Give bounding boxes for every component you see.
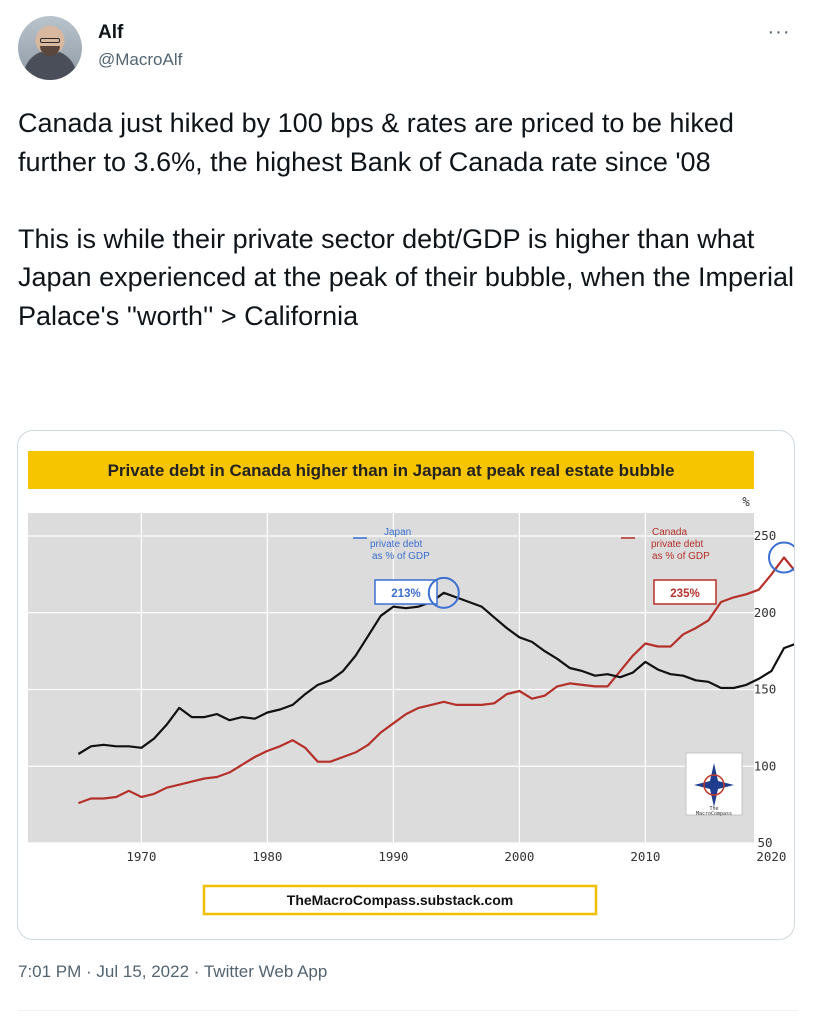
title-banner xyxy=(28,451,754,489)
x-tick-2020: 2020 xyxy=(756,849,786,864)
y-tick-50: 50 xyxy=(757,835,772,850)
legend-japan-line3: as % of GDP xyxy=(372,551,430,562)
callout-japan-box xyxy=(374,579,438,605)
legend-japan: Japan private debt as % of GDP 213% xyxy=(353,527,438,605)
compass-logo: The MacroCompass xyxy=(685,752,743,817)
x-tick-2010: 2010 xyxy=(630,849,660,864)
y-tick-250: 250 xyxy=(754,528,777,543)
legend-canada-line2: private debt xyxy=(651,539,703,550)
avatar[interactable] xyxy=(18,16,82,80)
x-tick-1970: 1970 xyxy=(126,849,156,864)
avatar-beard xyxy=(40,46,60,56)
callout-japan-value: 213% xyxy=(391,588,420,600)
legend-japan-line2: private debt xyxy=(370,539,422,550)
x-tick-1980: 1980 xyxy=(252,849,282,864)
x-tick-1990: 1990 xyxy=(378,849,408,864)
divider xyxy=(18,1010,798,1011)
callout-canada-value: 235% xyxy=(670,588,699,600)
x-tick-2000: 2000 xyxy=(504,849,534,864)
chart-title: Private debt in Canada higher than in Ja… xyxy=(108,461,675,480)
more-options-icon[interactable]: ··· xyxy=(767,21,791,43)
y-tick-150: 150 xyxy=(754,682,777,697)
chart-footer: TheMacroCompass.substack.com xyxy=(287,892,513,908)
footer-box xyxy=(202,884,598,916)
avatar-glasses xyxy=(40,38,60,43)
callout-canada-box xyxy=(653,579,717,605)
debt-chart: Private debt in Canada higher than in Ja… xyxy=(28,451,794,916)
legend-canada-line1: Canada xyxy=(652,527,687,538)
legend-canada: Canada private debt as % of GDP 235% xyxy=(621,527,717,605)
user-handle[interactable]: @MacroAlf xyxy=(98,50,183,69)
logo-text-line1: The xyxy=(709,806,718,812)
unit-label: % xyxy=(742,494,750,509)
x-axis-ticks: 1970 1980 1990 2000 2010 2020 xyxy=(126,849,786,864)
peak-circle-canada xyxy=(768,541,794,574)
tweet-text: Canada just hiked by 100 bps & rates are… xyxy=(18,108,795,331)
y-tick-200: 200 xyxy=(754,605,777,620)
y-axis-ticks: 50 100 150 200 250 xyxy=(754,528,777,850)
compass-star-icon xyxy=(694,763,734,807)
legend-japan-line1: Japan xyxy=(384,527,411,538)
plot-area xyxy=(28,513,754,843)
tweet-timestamp[interactable]: 7:01 PM · Jul 15, 2022 · Twitter Web App xyxy=(18,962,328,981)
gridlines xyxy=(28,513,773,844)
y-tick-100: 100 xyxy=(754,758,777,773)
compass-ring-icon xyxy=(703,774,725,796)
series-line-canada xyxy=(78,556,794,805)
logo-text-line2: MacroCompass xyxy=(696,811,732,817)
peak-circle-japan xyxy=(427,576,460,609)
display-name[interactable]: Alf xyxy=(98,22,124,43)
peak-highlights xyxy=(427,541,794,609)
legend-canada-line3: as % of GDP xyxy=(652,551,710,562)
tweet-media[interactable]: Private debt in Canada higher than in Ja… xyxy=(17,430,795,940)
